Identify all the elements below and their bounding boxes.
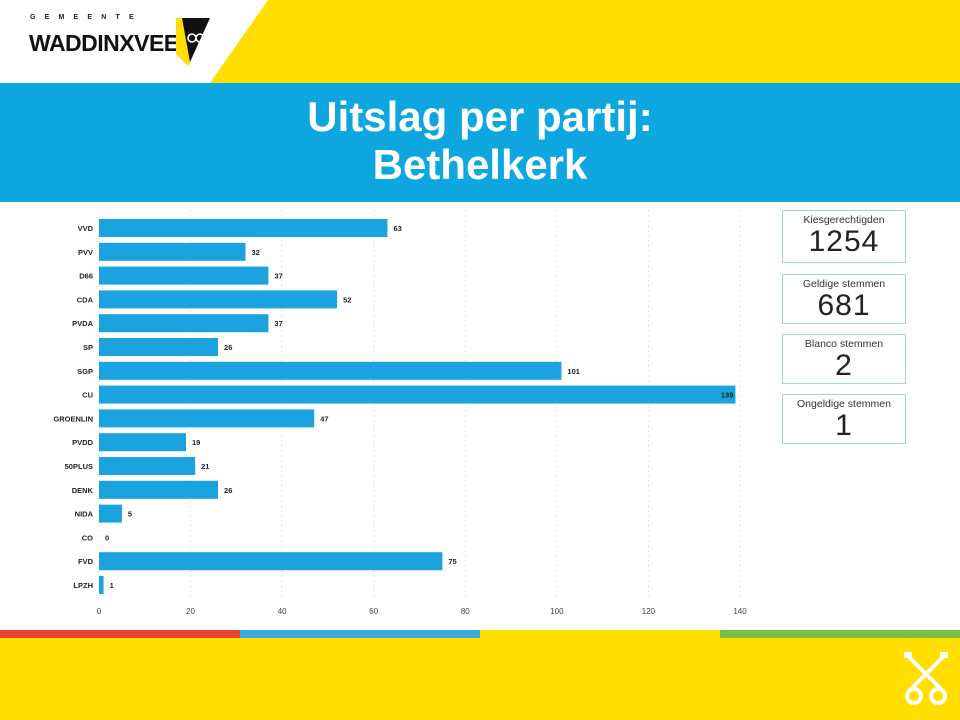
stripe-green: [720, 630, 960, 638]
stat-value: 2: [835, 349, 853, 382]
party-bar-chart: 0 20 40 60 80 100 120 140 VVD 63 PVV 32 D66 37 CDA 52 PV…: [53, 210, 747, 616]
bar: [99, 504, 122, 523]
category-label: LPZH: [73, 581, 93, 590]
data-label: 139: [721, 391, 734, 400]
bar: [99, 576, 104, 594]
data-label: 37: [274, 272, 282, 281]
data-label: 37: [274, 319, 282, 328]
data-label: 52: [343, 295, 351, 304]
data-label: 26: [224, 486, 232, 495]
bar: [99, 338, 219, 356]
data-label: 63: [393, 224, 401, 233]
logo-name: WADDINXVEEN: [29, 30, 195, 56]
x-tick-label: 0: [97, 607, 102, 616]
x-tick-label: 60: [369, 607, 378, 616]
bar: [99, 266, 269, 285]
category-label: VVD: [78, 224, 94, 233]
stripe-red: [0, 630, 240, 638]
stripe-yellow: [480, 630, 720, 638]
category-label: CO: [82, 533, 93, 542]
data-label: 1: [110, 581, 114, 590]
bar: [99, 409, 315, 428]
stat-value: 681: [817, 289, 871, 322]
data-label: 101: [567, 367, 580, 376]
category-label: GROENLIN: [53, 414, 93, 423]
category-label: SP: [83, 343, 93, 352]
data-label: 32: [252, 248, 260, 257]
category-label: 50PLUS: [65, 462, 93, 471]
page-title: Uitslag per partij:: [307, 93, 653, 140]
x-tick-label: 40: [278, 607, 287, 616]
data-label: 0: [105, 533, 109, 542]
stat-card-blanco-stemmen: Blanco stemmen 2: [782, 334, 906, 384]
category-label: FVD: [78, 557, 94, 566]
data-label: 75: [448, 557, 456, 566]
category-label: PVV: [78, 248, 93, 257]
stat-value: 1: [835, 409, 853, 442]
category-label: PVDA: [72, 319, 93, 328]
category-label: SGP: [77, 367, 93, 376]
stat-card-kiesgerechtigden: Kiesgerechtigden 1254: [782, 210, 906, 263]
bar: [99, 219, 388, 237]
logo-subtitle: GEMEENTE: [30, 14, 143, 21]
x-tick-label: 80: [461, 607, 470, 616]
bar: [99, 242, 246, 261]
bar: [99, 480, 219, 499]
category-label: PVDD: [72, 438, 93, 447]
category-label: CDA: [77, 295, 94, 304]
stat-card-geldige-stemmen: Geldige stemmen 681: [782, 274, 906, 324]
title-banner: Uitslag per partij: Bethelkerk: [0, 83, 960, 202]
data-label: 5: [128, 510, 132, 519]
x-tick-label: 140: [733, 607, 747, 616]
category-label: D66: [79, 272, 93, 281]
data-label: 21: [201, 462, 209, 471]
color-stripes: [0, 630, 960, 638]
category-label: NIDA: [75, 510, 94, 519]
stripe-blue: [240, 630, 480, 638]
bar: [99, 385, 736, 404]
bar: [99, 314, 269, 333]
crossed-keys-icon: [904, 652, 948, 705]
category-label: DENK: [72, 486, 94, 495]
x-tick-label: 120: [642, 607, 656, 616]
bar: [99, 361, 562, 380]
stat-value: 1254: [808, 225, 880, 258]
x-tick-label: 20: [186, 607, 195, 616]
bar: [99, 290, 338, 309]
bar: [99, 552, 443, 571]
keys-emblem-icon: [176, 18, 210, 66]
results-panel: 0 20 40 60 80 100 120 140 VVD 63 PVV 32 D66 37 CDA 52 PV…: [0, 202, 960, 630]
bar: [99, 457, 196, 475]
data-label: 26: [224, 343, 232, 352]
stat-label: Geldige stemmen: [802, 278, 886, 290]
data-label: 47: [320, 414, 328, 423]
stat-label: Blanco stemmen: [804, 338, 884, 350]
category-label: CU: [82, 391, 93, 400]
bar: [99, 433, 186, 452]
stat-card-ongeldige-stemmen: Ongeldige stemmen 1: [782, 394, 906, 444]
page-subtitle: Bethelkerk: [372, 141, 588, 188]
data-label: 19: [192, 438, 200, 447]
stat-label: Kiesgerechtigden: [803, 214, 885, 226]
stat-label: Ongeldige stemmen: [797, 398, 891, 410]
x-tick-label: 100: [550, 607, 564, 616]
